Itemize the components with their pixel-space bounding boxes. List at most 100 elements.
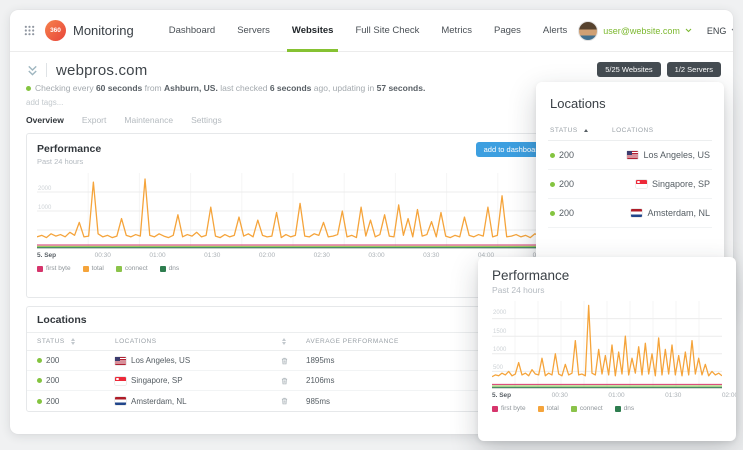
popup-performance-title: Performance: [492, 268, 570, 283]
add-tags-field[interactable]: add tags...: [26, 98, 64, 107]
column-label: STATUS: [37, 338, 65, 345]
legend-label: dns: [168, 265, 180, 272]
status-code: 200: [46, 356, 60, 365]
x-tick: 01:30: [665, 392, 682, 399]
average-performance-value: 2106ms: [306, 376, 335, 385]
column-header-status[interactable]: STATUS: [37, 338, 115, 345]
status-dot-icon: [37, 378, 42, 383]
sort-icon[interactable]: [282, 338, 286, 345]
table-row: 200 Los Angeles, US: [548, 141, 712, 170]
page-title: webpros.com: [56, 61, 148, 79]
average-performance-value: 1895ms: [306, 356, 335, 365]
column-label: LOCATIONS: [115, 338, 157, 345]
status-dot-icon: [37, 358, 42, 363]
user-email-dropdown[interactable]: user@website.com: [603, 25, 680, 36]
average-performance-value: 985ms: [306, 396, 331, 406]
y-axis-label: 2000: [38, 186, 52, 192]
legend-swatch-icon: [82, 265, 89, 272]
flag-nl-icon: [631, 209, 643, 217]
location-cell: Los Angeles, US: [612, 150, 710, 160]
x-tick: 01:00: [149, 252, 166, 259]
tab-overview[interactable]: Overview: [26, 115, 64, 125]
column-label: LOCATIONS: [612, 127, 654, 134]
legend-first-byte[interactable]: first byte: [37, 265, 71, 272]
column-header-average-performance[interactable]: AVERAGE PERFORMANCE: [306, 338, 549, 345]
x-tick: 03:30: [423, 252, 440, 259]
table-row: 200 Singapore, SP: [548, 170, 712, 199]
flag-nl-icon: [115, 397, 126, 405]
flag-us-icon: [115, 356, 126, 365]
column-header-locations[interactable]: LOCATIONS: [612, 127, 710, 134]
delete-location-button[interactable]: [280, 396, 289, 406]
location-cell: Amsterdam, NL: [612, 208, 710, 218]
legend-first-byte[interactable]: first byte: [492, 405, 526, 412]
sort-icon[interactable]: [70, 338, 75, 345]
performance-chart: [37, 173, 549, 249]
legend-connect[interactable]: connect: [570, 405, 603, 412]
language-dropdown[interactable]: ENG: [706, 25, 727, 36]
legend-total[interactable]: total: [537, 405, 559, 412]
user-avatar[interactable]: [578, 20, 599, 41]
location-name: Los Angeles, US: [643, 150, 710, 160]
status-cell: 200: [37, 397, 115, 406]
nav-item-pages[interactable]: Pages: [493, 25, 521, 36]
nav-item-alerts[interactable]: Alerts: [542, 25, 568, 36]
location-cell: Amsterdam, NL: [115, 397, 280, 406]
location-cell: Singapore, SP: [115, 376, 280, 385]
column-header-status[interactable]: STATUS: [550, 127, 612, 134]
chevron-down-icon[interactable]: [731, 28, 733, 33]
legend-dns[interactable]: dns: [159, 265, 180, 272]
x-axis-labels: 5. Sep 00:30 01:00 01:30 02:00 02:30 03:…: [37, 252, 549, 259]
x-tick: 02:30: [313, 252, 330, 259]
nav-item-servers[interactable]: Servers: [237, 25, 270, 36]
delete-location-button[interactable]: [280, 376, 289, 386]
tab-maintenance[interactable]: Maintenance: [124, 115, 174, 125]
add-to-dashboard-button[interactable]: add to dashboard: [475, 142, 550, 157]
status-dot-icon: [550, 210, 555, 216]
popup-table-header: STATUS LOCATIONS: [548, 121, 712, 141]
chart-legend: first byte total connect dns: [492, 405, 722, 412]
column-header-sort[interactable]: [280, 338, 306, 345]
popup-locations-title: Locations: [550, 96, 606, 111]
y-axis-label: 2000: [493, 310, 507, 316]
subtitle-seg: last checked: [217, 83, 270, 93]
x-tick: 02:00: [721, 392, 736, 399]
legend-connect[interactable]: connect: [115, 265, 148, 272]
chevron-down-icon[interactable]: [685, 28, 692, 33]
nav-item-full-site-check[interactable]: Full Site Check: [355, 25, 420, 36]
legend-dns[interactable]: dns: [614, 405, 634, 412]
status-cell: 200: [550, 208, 612, 218]
nav-item-dashboard[interactable]: Dashboard: [168, 25, 216, 36]
x-axis-labels: 5. Sep 00:30 01:00 01:30 02:00: [492, 392, 736, 399]
performance-subtitle: Past 24 hours: [37, 157, 84, 166]
x-tick: 00:30: [94, 252, 111, 259]
location-name: Singapore, SP: [651, 179, 710, 189]
sort-ascending-icon[interactable]: [583, 129, 588, 132]
status-code: 200: [46, 376, 60, 385]
delete-location-button[interactable]: [280, 356, 289, 366]
nav-item-metrics[interactable]: Metrics: [441, 25, 472, 36]
performance-title: Performance: [37, 143, 102, 155]
app-grid-icon[interactable]: [24, 25, 35, 36]
nav-item-websites[interactable]: Websites: [281, 10, 345, 52]
status-cell: 200: [550, 179, 612, 189]
tab-export[interactable]: Export: [81, 115, 107, 125]
column-header-locations[interactable]: LOCATIONS: [115, 338, 280, 345]
websites-quota-badge[interactable]: 5/25 Websites: [597, 62, 661, 77]
popup-chart-area: 2000 1500 1000 500: [492, 301, 722, 389]
x-tick: 01:00: [608, 392, 625, 399]
collapse-double-chevron-icon[interactable]: [26, 64, 39, 77]
status-code: 200: [559, 150, 575, 160]
brand-logo-icon[interactable]: 360: [45, 20, 66, 41]
divider: [46, 63, 47, 77]
legend-total[interactable]: total: [82, 265, 104, 272]
flag-sg-icon: [635, 180, 647, 188]
tab-settings[interactable]: Settings: [191, 115, 222, 125]
legend-swatch-icon: [492, 405, 498, 412]
table-row: 200 Amsterdam, NL 985ms: [27, 391, 559, 411]
subtitle-seg: ago, updating in: [311, 83, 377, 93]
servers-quota-badge[interactable]: 1/2 Servers: [666, 62, 721, 77]
x-tick: 04:00: [477, 252, 495, 259]
main-nav: Dashboard Servers Websites Full Site Che…: [158, 10, 579, 52]
